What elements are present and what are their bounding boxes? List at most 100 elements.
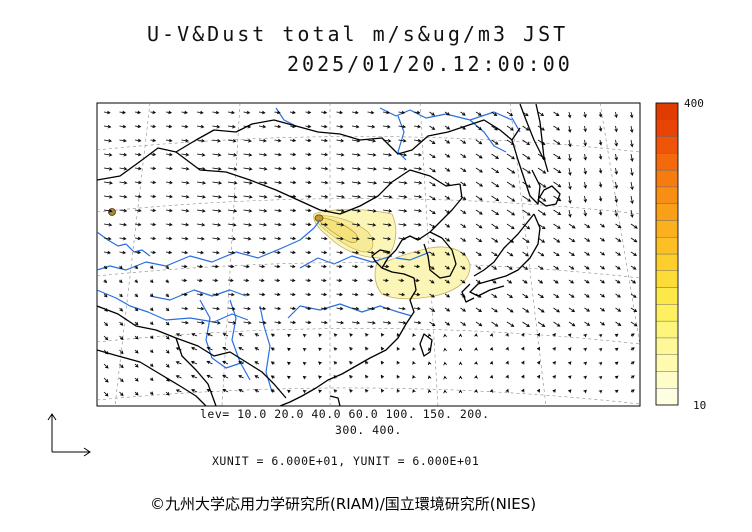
wind-arrow — [134, 391, 139, 396]
wind-arrow — [320, 320, 328, 325]
wind-arrow — [103, 377, 109, 383]
wind-arrow — [150, 110, 157, 115]
wind-arrow — [522, 139, 531, 146]
wind-arrow — [258, 250, 266, 255]
wind-arrow — [367, 278, 374, 283]
colorbar-step — [655, 119, 679, 137]
wind-arrow — [458, 347, 463, 352]
wind-arrow — [165, 236, 173, 241]
wind-arrow — [614, 111, 618, 119]
wind-arrow — [584, 265, 590, 270]
wind-arrow — [150, 166, 157, 171]
wind-arrow — [336, 194, 345, 199]
wind-arrow — [615, 237, 622, 242]
wind-arrow — [367, 306, 376, 311]
wind-arrow — [333, 347, 338, 351]
wind-arrow — [364, 374, 369, 379]
wind-arrow — [506, 307, 514, 313]
wind-arrow — [181, 292, 188, 297]
wind-arrow — [305, 306, 312, 311]
wind-arrow — [413, 180, 423, 185]
wind-arrow — [119, 265, 123, 270]
wind-arrow — [364, 346, 369, 351]
wind-arrow — [227, 264, 235, 269]
wind-arrow — [333, 389, 338, 393]
wind-arrow — [522, 195, 532, 202]
wind-arrow — [614, 153, 618, 161]
wind-arrow — [583, 389, 587, 394]
wind-arrow — [149, 349, 154, 353]
wind-arrow — [165, 391, 170, 396]
wind-arrow — [305, 138, 312, 143]
wind-arrow — [305, 110, 312, 115]
wind-arrow — [134, 250, 142, 255]
wind-arrow — [165, 307, 170, 312]
wind-arrow — [522, 293, 529, 299]
wind-arrow — [320, 138, 328, 143]
wind-arrow — [614, 181, 618, 190]
colorbar-step — [655, 153, 679, 171]
wind-arrow — [367, 236, 376, 241]
wind-arrow — [630, 223, 638, 229]
wind-arrow — [103, 222, 113, 227]
wind-arrow — [398, 110, 406, 115]
wind-arrow — [274, 138, 282, 143]
wind-arrow — [206, 374, 213, 379]
wind-arrow — [598, 139, 603, 146]
wind-arrow — [336, 278, 343, 283]
wind-arrow — [615, 223, 622, 228]
wind-arrow — [212, 209, 222, 213]
wind-arrow — [583, 125, 587, 133]
wind-arrow — [552, 360, 556, 365]
wind-arrow — [521, 388, 525, 393]
wind-arrow — [336, 124, 344, 129]
wind-arrow — [181, 250, 189, 255]
wind-arrow — [429, 195, 436, 201]
wind-arrow — [552, 346, 556, 351]
wind-arrow — [227, 138, 237, 143]
wind-arrow — [305, 180, 312, 185]
wind-arrow — [398, 292, 406, 297]
wind-arrow — [119, 138, 127, 143]
wind-arrow — [333, 361, 338, 365]
wind-arrow — [553, 181, 562, 188]
colorbar — [655, 102, 679, 406]
wind-arrow — [103, 279, 108, 284]
wind-arrow — [460, 167, 467, 172]
wind-arrow — [599, 223, 606, 228]
wind-arrow — [460, 321, 467, 326]
wind-arrow — [254, 333, 260, 337]
wind-arrow — [522, 181, 532, 188]
wind-arrow — [584, 237, 591, 242]
wind-arrow — [320, 236, 328, 241]
wind-arrow — [351, 292, 359, 297]
wind-arrow — [553, 195, 562, 202]
wind-arrow — [243, 110, 251, 115]
wind-arrow — [336, 166, 345, 171]
wind-arrow — [429, 251, 436, 256]
wind-arrow — [222, 347, 229, 351]
wind-arrow — [134, 180, 142, 185]
wind-arrow — [191, 333, 198, 337]
wind-arrow — [270, 361, 275, 365]
wind-arrow — [614, 375, 619, 380]
wind-arrow — [274, 208, 282, 213]
wind-arrow — [444, 153, 451, 158]
wind-arrow — [614, 389, 619, 394]
colorbar-step — [655, 186, 679, 204]
wind-arrow — [382, 124, 391, 129]
wind-arrow — [583, 361, 587, 366]
wind-arrow — [615, 321, 622, 326]
wind-arrow — [274, 250, 281, 255]
wind-arrow — [103, 307, 108, 312]
wind-arrow — [165, 265, 170, 270]
dust-contour-40 — [316, 216, 358, 243]
wind-arrow — [196, 110, 204, 115]
wind-arrow — [349, 360, 353, 365]
wind-arrow — [227, 209, 238, 213]
wind-arrow — [305, 152, 312, 157]
wind-arrow — [258, 264, 266, 269]
wind-arrow — [367, 195, 378, 199]
wind-arrow — [536, 374, 541, 379]
wind-arrow — [553, 251, 560, 257]
